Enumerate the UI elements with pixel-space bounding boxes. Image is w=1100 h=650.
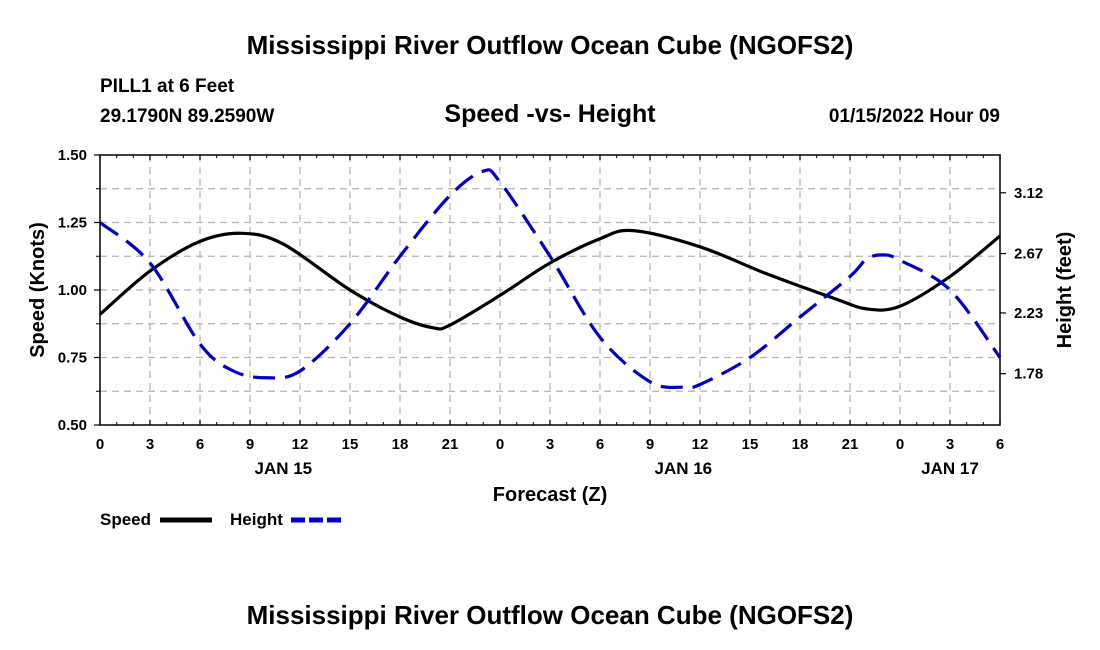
y2-tick-label: 3.12	[1014, 185, 1043, 202]
chart-subtitle: Speed -vs- Height	[444, 100, 656, 128]
date-label: JAN 17	[921, 459, 979, 478]
y-axis-label: Speed (Knots)	[27, 222, 49, 358]
x-tick-label: 15	[342, 436, 359, 453]
coordinates-label: 29.1790N 89.2590W	[100, 106, 275, 127]
x-tick-label: 3	[946, 436, 954, 453]
chart-title: Mississippi River Outflow Ocean Cube (NG…	[246, 30, 854, 60]
y-tick-label: 1.00	[58, 282, 87, 299]
x-axis-label: Forecast (Z)	[493, 484, 607, 506]
x-tick-label: 6	[996, 436, 1004, 453]
y2-tick-label: 2.23	[1014, 305, 1043, 322]
x-tick-label: 15	[742, 436, 759, 453]
x-tick-label: 9	[646, 436, 654, 453]
speed-series-line	[98, 228, 1002, 331]
grid	[100, 155, 1000, 425]
legend-label-speed: Speed	[100, 510, 151, 529]
x-tick-label: 0	[896, 436, 904, 453]
x-tick-label: 0	[496, 436, 504, 453]
axes: 0 3 6 9 12 15 18 21 0 3 6 9 12 15 18 21 0 3 6 0.50 0.75 1.00 1…	[58, 147, 1043, 478]
y-tick-label: 0.75	[58, 350, 87, 367]
y-tick-label: 0.50	[58, 417, 87, 434]
x-tick-label: 12	[292, 436, 309, 453]
x-tick-label: 21	[442, 436, 459, 453]
series-group	[98, 168, 1002, 390]
date-label: JAN 15	[255, 459, 313, 478]
x-tick-label: 18	[392, 436, 409, 453]
y2-axis-label: Height (feet)	[1054, 232, 1076, 349]
y-tick-label: 1.25	[58, 215, 87, 232]
x-tick-label: 12	[692, 436, 709, 453]
y-tick-label: 1.50	[58, 147, 87, 164]
footer-title: Mississippi River Outflow Ocean Cube (NG…	[246, 600, 854, 630]
x-tick-label: 0	[96, 436, 104, 453]
x-tick-label: 3	[146, 436, 154, 453]
forecast-datetime: 01/15/2022 Hour 09	[828, 106, 1000, 127]
x-tick-label: 21	[842, 436, 859, 453]
legend-label-height: Height	[230, 510, 283, 529]
x-tick-label: 3	[546, 436, 554, 453]
x-tick-label: 6	[596, 436, 604, 453]
height-series-line	[98, 168, 1002, 390]
y2-tick-label: 1.78	[1014, 366, 1043, 383]
x-tick-label: 9	[246, 436, 254, 453]
date-label: JAN 16	[655, 459, 713, 478]
y2-tick-label: 2.67	[1014, 246, 1043, 263]
x-tick-label: 18	[792, 436, 809, 453]
station-label: PILL1 at 6 Feet	[100, 76, 235, 97]
legend: Speed Height	[100, 510, 342, 529]
x-tick-label: 6	[196, 436, 204, 453]
